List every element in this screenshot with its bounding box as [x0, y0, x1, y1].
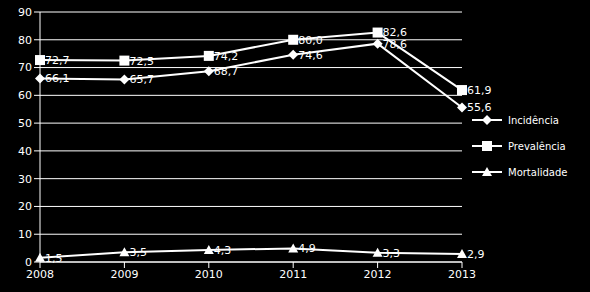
- svg-text:2013: 2013: [448, 268, 476, 281]
- svg-text:82,6: 82,6: [383, 26, 408, 39]
- svg-text:74,2: 74,2: [214, 50, 239, 63]
- svg-text:2010: 2010: [195, 268, 223, 281]
- svg-text:68,7: 68,7: [214, 65, 239, 78]
- svg-text:90: 90: [18, 6, 32, 19]
- svg-text:4,3: 4,3: [214, 244, 232, 257]
- svg-text:2009: 2009: [110, 268, 138, 281]
- svg-text:40: 40: [18, 145, 32, 158]
- svg-text:61,9: 61,9: [467, 84, 492, 97]
- html-text:Prevalência: Prevalência: [508, 140, 566, 152]
- svg-text:78,6: 78,6: [383, 38, 408, 51]
- svg-text:0: 0: [25, 256, 32, 269]
- svg-text:30: 30: [18, 173, 32, 186]
- svg-text:72,5: 72,5: [129, 55, 154, 68]
- svg-text:55,6: 55,6: [467, 101, 492, 114]
- html-text:Mortalidade: Mortalidade: [508, 166, 568, 178]
- svg-text:3,5: 3,5: [129, 246, 147, 259]
- html-text:Incidência: Incidência: [508, 114, 559, 126]
- svg-text:65,7: 65,7: [129, 73, 154, 86]
- svg-text:80,0: 80,0: [298, 34, 323, 47]
- svg-text:2011: 2011: [279, 268, 307, 281]
- svg-text:3,3: 3,3: [383, 247, 401, 260]
- svg-text:74,6: 74,6: [298, 49, 323, 62]
- svg-text:4,9: 4,9: [298, 242, 316, 255]
- svg-text:2,9: 2,9: [467, 248, 485, 261]
- svg-text:66,1: 66,1: [45, 72, 70, 85]
- svg-text:2012: 2012: [364, 268, 392, 281]
- svg-text:80: 80: [18, 34, 32, 47]
- svg-text:50: 50: [18, 117, 32, 130]
- svg-text:60: 60: [18, 89, 32, 102]
- svg-text:72,7: 72,7: [45, 54, 70, 67]
- svg-text:20: 20: [18, 200, 32, 213]
- svg-text:10: 10: [18, 228, 32, 241]
- svg-text:1,5: 1,5: [45, 252, 63, 265]
- svg-text:2008: 2008: [26, 268, 54, 281]
- svg-text:70: 70: [18, 61, 32, 74]
